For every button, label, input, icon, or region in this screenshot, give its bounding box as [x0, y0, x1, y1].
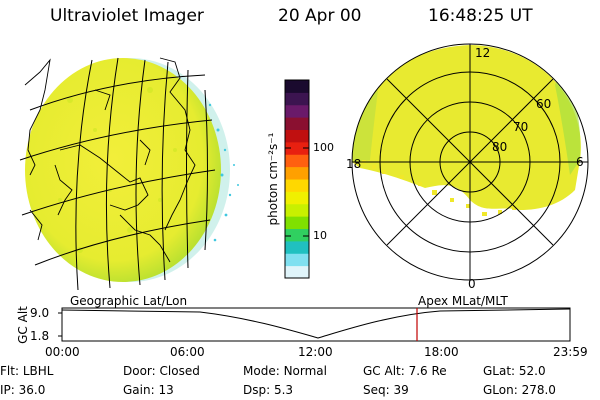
mlt-label-6: 6: [576, 155, 584, 169]
timeline-xtick: 18:00: [424, 345, 459, 359]
status-label: Door: Closed: [123, 364, 200, 378]
timeline-frame: [61, 307, 571, 342]
colorbar-band: [285, 80, 309, 93]
app-title: Ultraviolet Imager: [50, 6, 204, 26]
colorbar-frame: [284, 79, 310, 279]
colorbar-band: [285, 141, 309, 155]
colorbar-tick-10: 10: [313, 229, 327, 242]
status-value: 36.0: [18, 383, 46, 397]
timeline-plot: [58, 307, 571, 342]
date-label: 20 Apr 00: [278, 6, 362, 26]
colorbar-band: [285, 203, 309, 217]
timeline-xtick: 00:00: [45, 345, 80, 359]
altitude-curve: [61, 308, 571, 339]
status-value: LBHL: [22, 364, 54, 378]
colorbar-unit-label: photon cm⁻²s⁻¹: [266, 132, 280, 226]
status-label: GLat: 52.0: [483, 364, 546, 378]
colorbar-band: [285, 117, 309, 131]
globe-image: [19, 57, 239, 291]
status-value: 7.6 Re: [408, 364, 447, 378]
status-label: Seq: 39: [363, 383, 409, 397]
colorbar-band: [285, 179, 309, 192]
graticule-lines: [19, 57, 216, 291]
status-value: 5.3: [273, 383, 294, 397]
status-value: 39: [393, 383, 409, 397]
timeline-right-label: Apex MLat/MLT: [418, 294, 508, 308]
status-label: IP: 36.0: [0, 383, 46, 397]
status-value: 278.0: [521, 383, 556, 397]
colorbar-tick-100: 100: [313, 141, 334, 154]
status-value: 13: [158, 383, 174, 397]
lat-label-60: 60: [536, 97, 552, 111]
status-label: Dsp: 5.3: [243, 383, 294, 397]
colorbar-band: [285, 154, 309, 168]
mlt-label-18: 18: [346, 157, 362, 171]
colorbar-band: [285, 129, 309, 143]
timeline-xtick: 23:59: [553, 345, 588, 359]
coastline-outline: [24, 57, 196, 263]
time-label: 16:48:25 UT: [428, 6, 533, 26]
colorbar-band: [285, 265, 309, 279]
timeline-xtick: 06:00: [170, 345, 205, 359]
mlt-label-0: 0: [468, 277, 476, 291]
timeline-axis-title: GC Alt: [16, 306, 30, 344]
colorbar-band: [285, 253, 309, 267]
mlt-label-12: 12: [475, 46, 491, 60]
limb-speckle: [208, 103, 239, 242]
polar-plot: [351, 43, 589, 281]
colorbar-band: [285, 191, 309, 205]
timeline-xtick: 12:00: [298, 345, 333, 359]
status-label: Mode: Normal: [243, 364, 327, 378]
colorbar-band: [285, 92, 309, 106]
status-value: Closed: [159, 364, 200, 378]
polar-grid: [351, 43, 589, 281]
colorbar-band: [285, 240, 309, 254]
colorbar-band: [285, 166, 309, 180]
status-value: Normal: [283, 364, 327, 378]
status-label: Flt: LBHL: [0, 364, 54, 378]
status-label: GLon: 278.0: [483, 383, 556, 397]
status-label: Gain: 13: [123, 383, 174, 397]
status-value: 52.0: [518, 364, 546, 378]
colorbar-band: [285, 216, 309, 230]
lat-label-80: 80: [492, 140, 508, 154]
colorbar-band: [285, 104, 309, 118]
lat-label-70: 70: [513, 120, 529, 134]
colorbar: [284, 79, 310, 279]
status-label: GC Alt: 7.6 Re: [363, 364, 447, 378]
timeline-left-label: Geographic Lat/Lon: [70, 294, 188, 308]
timeline-ytick-bottom: 1.8: [30, 329, 50, 343]
colorbar-band: [285, 228, 309, 242]
timeline-ytick-top: 9.0: [30, 306, 50, 320]
